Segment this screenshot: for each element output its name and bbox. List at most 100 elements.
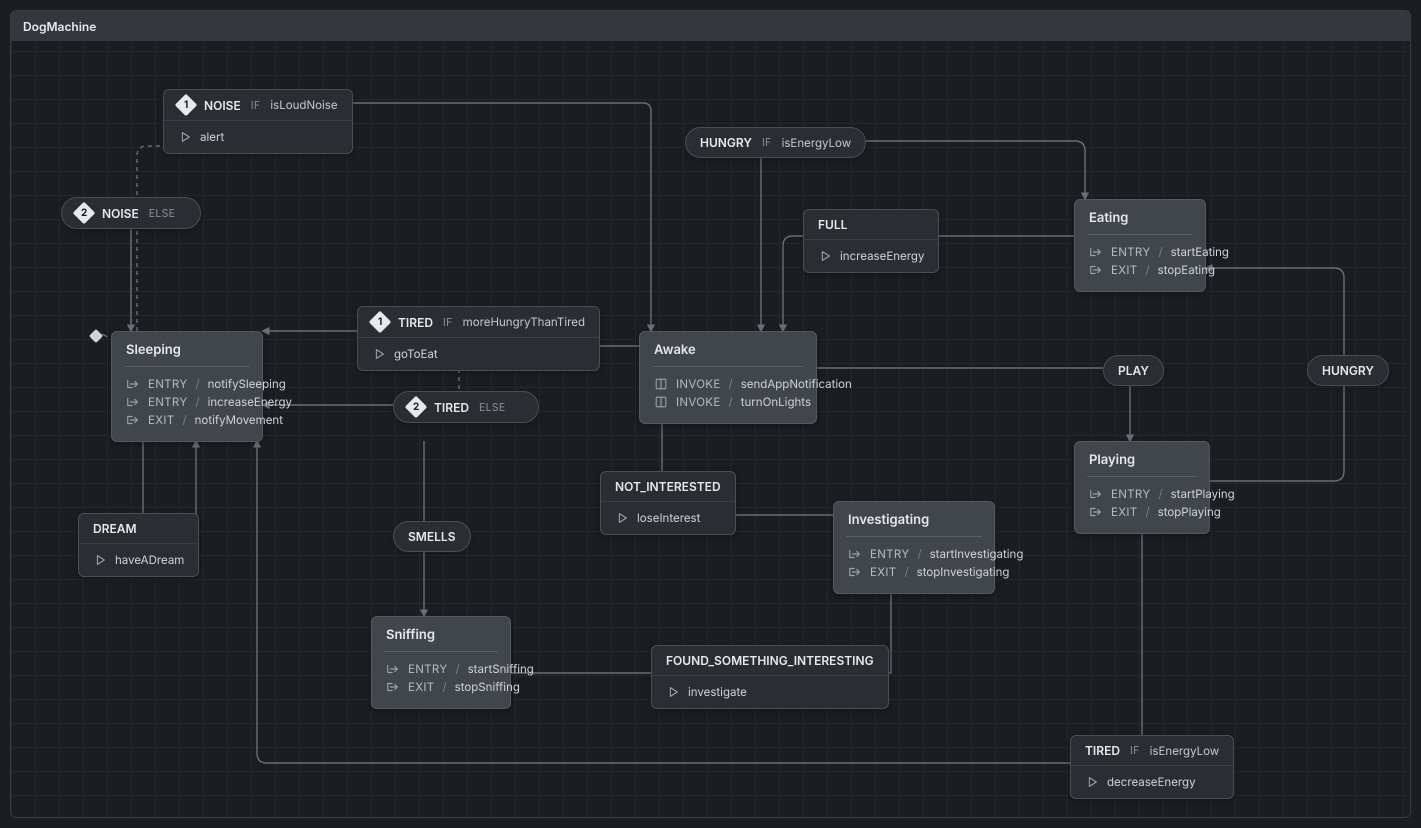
play-icon <box>615 511 629 525</box>
action-value: increaseEnergy <box>840 249 924 263</box>
state-playing[interactable]: Playing ENTRY/ startPlaying EXIT/ stopPl… <box>1074 441 1210 534</box>
event-body: alert <box>164 120 352 153</box>
play-icon <box>666 685 680 699</box>
action-value: turnOnLights <box>741 395 811 409</box>
event-hungry_top[interactable]: HUNGRYIFisEnergyLow <box>685 127 866 158</box>
action-value: stopSniffing <box>455 680 520 694</box>
event-header: PLAY <box>1104 356 1163 385</box>
action-line: loseInterest <box>615 509 721 527</box>
initial-state-marker <box>89 329 103 343</box>
action-value: loseInterest <box>637 511 700 525</box>
action-value: investigate <box>688 685 747 699</box>
event-tired1[interactable]: 1TIREDIFmoreHungryThanTired goToEat <box>357 306 600 371</box>
state-eating[interactable]: Eating ENTRY/ startEating EXIT/ stopEati… <box>1074 199 1206 292</box>
action-value: startInvestigating <box>930 547 1024 561</box>
action-keyword: ENTRY <box>1111 487 1150 501</box>
action-line: investigate <box>666 683 874 701</box>
action-value: stopInvestigating <box>917 565 1010 579</box>
exit-icon <box>1089 505 1103 519</box>
event-hungry_right[interactable]: HUNGRY <box>1307 355 1389 386</box>
state-title: Playing <box>1089 452 1195 476</box>
event-play[interactable]: PLAY <box>1103 355 1164 386</box>
exit-icon <box>126 413 140 427</box>
play-icon <box>1085 775 1099 789</box>
divider <box>652 366 804 367</box>
event-name: NOISE <box>102 206 139 221</box>
divider <box>384 651 498 652</box>
entry-icon <box>1089 245 1103 259</box>
exit-icon <box>1089 263 1103 277</box>
event-body: haveADream <box>79 543 198 576</box>
state-investigating[interactable]: Investigating ENTRY/ startInvestigating … <box>833 501 995 594</box>
order-badge: 2 <box>73 202 96 225</box>
event-not_interested[interactable]: NOT_INTERESTED loseInterest <box>600 471 736 535</box>
event-header: SMELLS <box>394 522 470 551</box>
statechart-panel: DogMachine Sleeping ENTRY/ notifySleepin… <box>10 10 1411 818</box>
event-name: HUNGRY <box>1322 363 1374 378</box>
edge <box>104 211 131 331</box>
state-awake[interactable]: Awake INVOKE/ sendAppNotification INVOKE… <box>639 331 817 424</box>
edge <box>1210 380 1344 481</box>
action-keyword: ENTRY <box>408 662 447 676</box>
action-value: increaseEnergy <box>208 395 292 409</box>
action-line: EXIT/ notifyMovement <box>126 411 248 429</box>
action-line: ENTRY/ startEating <box>1089 243 1191 261</box>
event-name: DREAM <box>93 521 137 536</box>
entry-icon <box>126 395 140 409</box>
state-title: Sleeping <box>126 342 248 366</box>
event-dream[interactable]: DREAM haveADream <box>78 513 199 577</box>
action-line: ENTRY/ startSniffing <box>386 660 496 678</box>
event-name: FOUND_SOMETHING_INTERESTING <box>666 653 874 668</box>
divider <box>846 536 982 537</box>
event-tired2[interactable]: 2TIREDELSE <box>393 391 539 423</box>
action-value: goToEat <box>394 347 438 361</box>
event-smells[interactable]: SMELLS <box>393 521 471 552</box>
guard-keyword: ELSE <box>479 401 506 414</box>
action-line: INVOKE/ sendAppNotification <box>654 375 802 393</box>
event-header: 1NOISEIFisLoudNoise <box>164 90 352 120</box>
action-keyword: ENTRY <box>148 377 187 391</box>
event-name: TIRED <box>398 315 433 330</box>
event-full[interactable]: FULL increaseEnergy <box>803 209 939 273</box>
action-value: notifyMovement <box>195 413 283 427</box>
action-keyword: ENTRY <box>1111 245 1150 259</box>
action-keyword: EXIT <box>148 413 174 427</box>
action-line: ENTRY/ startPlaying <box>1089 485 1195 503</box>
event-header: FULL <box>804 210 938 239</box>
event-name: PLAY <box>1118 363 1149 378</box>
action-keyword: EXIT <box>870 565 896 579</box>
action-line: EXIT/ stopSniffing <box>386 678 496 696</box>
action-keyword: EXIT <box>408 680 434 694</box>
entry-icon <box>126 377 140 391</box>
divider <box>124 366 250 367</box>
event-found[interactable]: FOUND_SOMETHING_INTERESTING investigate <box>651 645 889 709</box>
guard-keyword: IF <box>443 316 453 329</box>
event-header: DREAM <box>79 514 198 543</box>
guard-condition: isLoudNoise <box>270 98 337 112</box>
divider <box>1087 234 1193 235</box>
event-name: SMELLS <box>408 529 456 544</box>
state-sleeping[interactable]: Sleeping ENTRY/ notifySleeping ENTRY/ in… <box>111 331 263 442</box>
action-line: haveADream <box>93 551 184 569</box>
event-tired_bottom[interactable]: TIREDIFisEnergyLow decreaseEnergy <box>1070 735 1234 799</box>
action-line: goToEat <box>372 345 585 363</box>
action-value: decreaseEnergy <box>1107 775 1196 789</box>
guard-keyword: IF <box>1130 744 1140 757</box>
edge <box>831 141 1085 199</box>
event-noise2[interactable]: 2NOISEELSE <box>61 197 201 229</box>
state-sniffing[interactable]: Sniffing ENTRY/ startSniffing EXIT/ stop… <box>371 616 511 709</box>
action-line: decreaseEnergy <box>1085 773 1219 791</box>
event-header: HUNGRYIFisEnergyLow <box>686 128 865 157</box>
event-header: TIREDIFisEnergyLow <box>1071 736 1233 765</box>
invoke-icon <box>654 395 668 409</box>
action-value: alert <box>200 130 224 144</box>
action-value: startSniffing <box>468 662 534 676</box>
guard-keyword: IF <box>251 99 261 112</box>
event-name: FULL <box>818 217 847 232</box>
exit-icon <box>848 565 862 579</box>
action-line: ENTRY/ startInvestigating <box>848 545 980 563</box>
action-line: EXIT/ stopInvestigating <box>848 563 980 581</box>
guard-condition: moreHungryThanTired <box>463 315 585 329</box>
action-line: INVOKE/ turnOnLights <box>654 393 802 411</box>
event-noise1[interactable]: 1NOISEIFisLoudNoise alert <box>163 89 353 154</box>
